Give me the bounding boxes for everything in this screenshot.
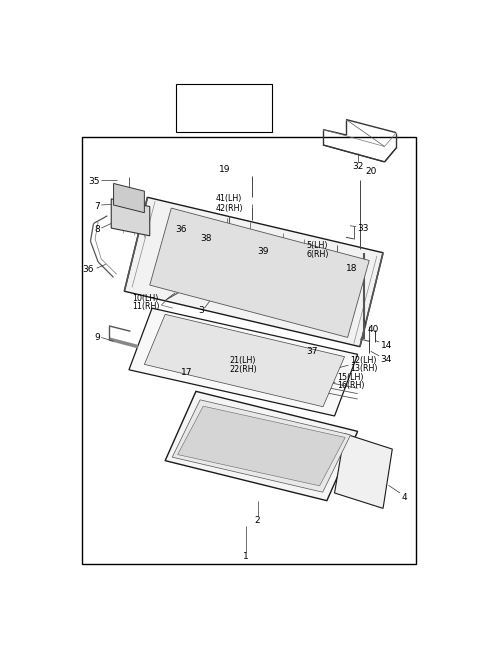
Text: 33: 33 [358,224,369,233]
Text: 7: 7 [94,202,100,211]
Text: 11(RH): 11(RH) [132,302,159,311]
Text: 35: 35 [88,177,100,186]
Text: 3: 3 [198,306,204,315]
Text: 10(LH): 10(LH) [132,294,158,302]
Bar [82,137,416,564]
Text: 18: 18 [346,264,358,273]
Polygon shape [111,199,150,236]
Polygon shape [114,184,144,213]
Text: 22(RH): 22(RH) [229,365,257,375]
Text: 36: 36 [175,225,187,234]
Text: 5(LH): 5(LH) [306,241,327,249]
Text: 16(RH): 16(RH) [337,380,364,390]
Text: 12(LH): 12(LH) [350,356,376,365]
Text: 13(RH): 13(RH) [350,363,377,373]
Text: 41(LH): 41(LH) [215,194,241,203]
Text: 38: 38 [200,234,211,243]
Polygon shape [129,308,358,416]
Text: 15(LH): 15(LH) [337,373,363,382]
Text: 8: 8 [94,225,100,234]
Text: 2: 2 [255,516,260,525]
Polygon shape [178,406,345,486]
Text: 20: 20 [365,167,377,176]
Text: 42(RH): 42(RH) [215,203,243,213]
Text: 19: 19 [219,165,230,174]
Text: 4: 4 [402,493,407,502]
Text: 40: 40 [368,325,379,335]
Text: 39: 39 [258,247,269,256]
Polygon shape [335,434,392,508]
Polygon shape [144,314,345,407]
Polygon shape [150,208,369,337]
Bar [176,84,272,132]
Polygon shape [124,197,383,346]
Text: 32: 32 [352,162,363,171]
Text: 37: 37 [306,347,318,356]
Text: 14: 14 [381,340,392,350]
Text: 6(RH): 6(RH) [306,250,328,258]
Text: 9: 9 [94,333,100,342]
Text: 34: 34 [381,354,392,363]
Text: 17: 17 [180,367,192,377]
Polygon shape [172,400,350,492]
Text: 21(LH): 21(LH) [229,356,255,365]
Text: 1: 1 [243,552,249,562]
Polygon shape [165,392,358,501]
Text: 36: 36 [83,265,94,274]
